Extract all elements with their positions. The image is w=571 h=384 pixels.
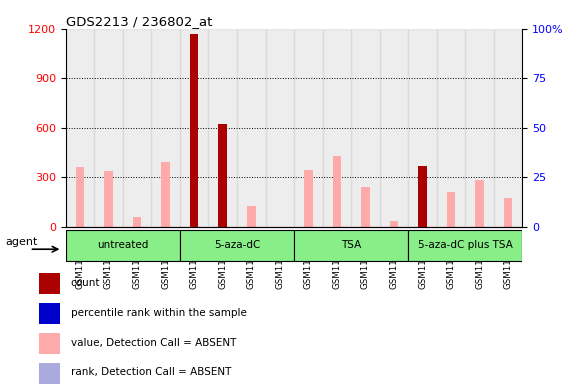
Bar: [39, 363, 60, 384]
Bar: [304, 170, 313, 227]
Bar: [408, 230, 522, 261]
Text: 5-aza-dC plus TSA: 5-aza-dC plus TSA: [418, 240, 513, 250]
Bar: [494, 29, 522, 227]
Bar: [151, 29, 180, 227]
Bar: [389, 221, 399, 227]
Bar: [266, 29, 294, 227]
Bar: [351, 29, 380, 227]
Bar: [162, 162, 170, 227]
Bar: [66, 230, 180, 261]
Bar: [323, 29, 351, 227]
Bar: [39, 273, 60, 294]
Bar: [437, 29, 465, 227]
Bar: [247, 206, 255, 227]
Bar: [133, 217, 142, 227]
Bar: [237, 29, 266, 227]
Bar: [39, 303, 60, 324]
Text: rank, Detection Call = ABSENT: rank, Detection Call = ABSENT: [71, 367, 231, 377]
Bar: [104, 170, 113, 227]
Bar: [219, 124, 227, 227]
Bar: [94, 29, 123, 227]
Bar: [180, 230, 294, 261]
Bar: [76, 167, 85, 227]
Bar: [418, 166, 427, 227]
Bar: [219, 182, 227, 227]
Text: TSA: TSA: [341, 240, 361, 250]
Bar: [361, 187, 370, 227]
Text: value, Detection Call = ABSENT: value, Detection Call = ABSENT: [71, 338, 236, 348]
Bar: [294, 29, 323, 227]
Text: GDS2213 / 236802_at: GDS2213 / 236802_at: [66, 15, 212, 28]
Bar: [180, 29, 208, 227]
Text: count: count: [71, 278, 100, 288]
Bar: [504, 198, 513, 227]
Bar: [380, 29, 408, 227]
Bar: [294, 230, 408, 261]
Text: percentile rank within the sample: percentile rank within the sample: [71, 308, 247, 318]
Bar: [465, 29, 494, 227]
Bar: [123, 29, 151, 227]
Bar: [332, 156, 341, 227]
Bar: [408, 29, 437, 227]
Bar: [39, 333, 60, 354]
Text: agent: agent: [5, 237, 38, 247]
Bar: [447, 192, 456, 227]
Text: untreated: untreated: [97, 240, 148, 250]
Bar: [475, 180, 484, 227]
Bar: [208, 29, 237, 227]
Bar: [66, 29, 94, 227]
Bar: [190, 34, 199, 227]
Text: 5-aza-dC: 5-aza-dC: [214, 240, 260, 250]
